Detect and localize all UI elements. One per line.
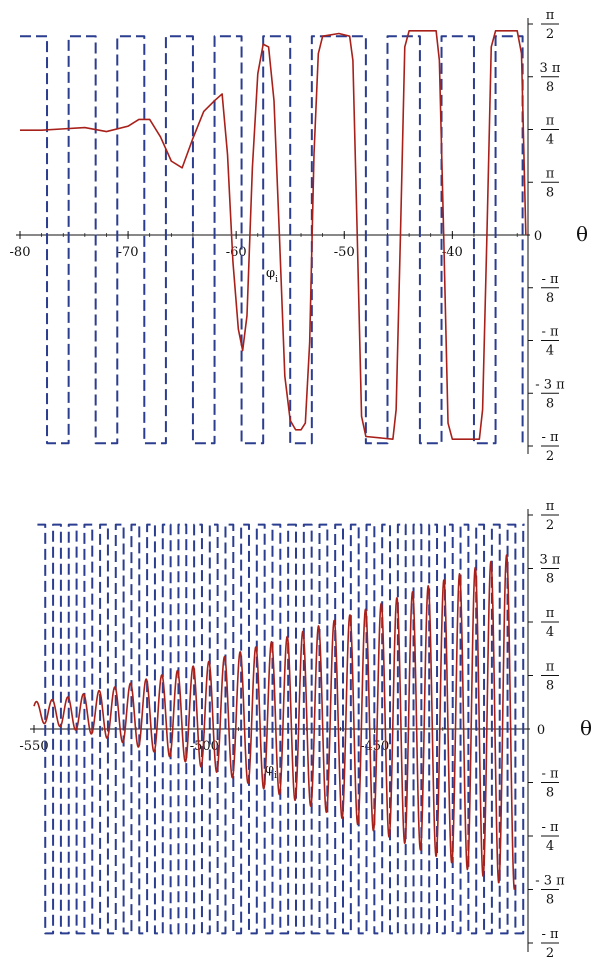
x-tick-label: -50 <box>334 245 355 260</box>
y-tick-denominator: 8 <box>546 786 554 801</box>
y-axis-label: θ <box>580 716 592 740</box>
y-tick-denominator: 4 <box>546 839 554 854</box>
x-tick-label: -60 <box>226 245 247 260</box>
y-tick-denominator: 4 <box>546 344 554 359</box>
y-tick-denominator: 8 <box>546 185 554 200</box>
y-tick-numerator: π <box>546 606 555 621</box>
series-solid-line <box>20 30 527 440</box>
y-tick-denominator: 8 <box>546 396 554 411</box>
y-tick-numerator: - π <box>541 325 559 340</box>
y-tick-numerator: π <box>546 166 555 181</box>
x-tick-label: -40 <box>442 245 463 260</box>
x-tick-label: -70 <box>118 245 139 260</box>
y-tick-denominator: 8 <box>546 679 554 694</box>
y-tick-numerator: - 3 π <box>535 874 565 889</box>
y-tick-numerator: 3 π <box>540 553 561 568</box>
y-tick-numerator: - 3 π <box>535 377 565 392</box>
y-tick-denominator: 2 <box>546 27 554 42</box>
y-tick-numerator: π <box>546 499 555 514</box>
x-axis-label: φi <box>265 762 277 781</box>
x-tick-label: -500 <box>190 739 219 754</box>
series-dashed-line <box>37 523 525 935</box>
y-tick-denominator: 8 <box>546 80 554 95</box>
y-tick-numerator: π <box>546 660 555 675</box>
y-tick-numerator: - π <box>541 272 559 287</box>
y-tick-numerator: - π <box>541 767 559 782</box>
y-tick-denominator: 8 <box>546 893 554 908</box>
y-tick-denominator: 4 <box>546 133 554 148</box>
y-tick-denominator: 2 <box>546 449 554 464</box>
y-tick-numerator: π <box>546 114 555 129</box>
y-tick-numerator: 3 π <box>540 61 561 76</box>
y-tick-denominator: 8 <box>546 572 554 587</box>
y-tick-denominator: 4 <box>546 625 554 640</box>
y-tick-numerator: π <box>546 8 555 23</box>
chart-top: -80 -70 -60 -50 -40 0 π 2 3 π 8 π 4 π 8 - π 8 - π 4 - 3 π 8… <box>10 8 588 464</box>
y-tick-denominator: 2 <box>546 946 554 961</box>
x-tick-label: -80 <box>10 245 31 260</box>
y-tick-denominator: 8 <box>546 291 554 306</box>
series-dashed-line <box>20 35 524 445</box>
zero-label: 0 <box>537 723 545 738</box>
y-tick-numerator: - π <box>541 430 559 445</box>
y-tick-numerator: - π <box>541 927 559 942</box>
x-tick-label: -550 <box>19 739 48 754</box>
y-tick-denominator: 2 <box>546 518 554 533</box>
series-solid-line <box>33 554 516 890</box>
x-axis-label: φi <box>266 266 278 285</box>
zero-label: 0 <box>534 229 542 244</box>
y-axis-label: θ <box>576 222 588 246</box>
y-tick-numerator: - π <box>541 820 559 835</box>
